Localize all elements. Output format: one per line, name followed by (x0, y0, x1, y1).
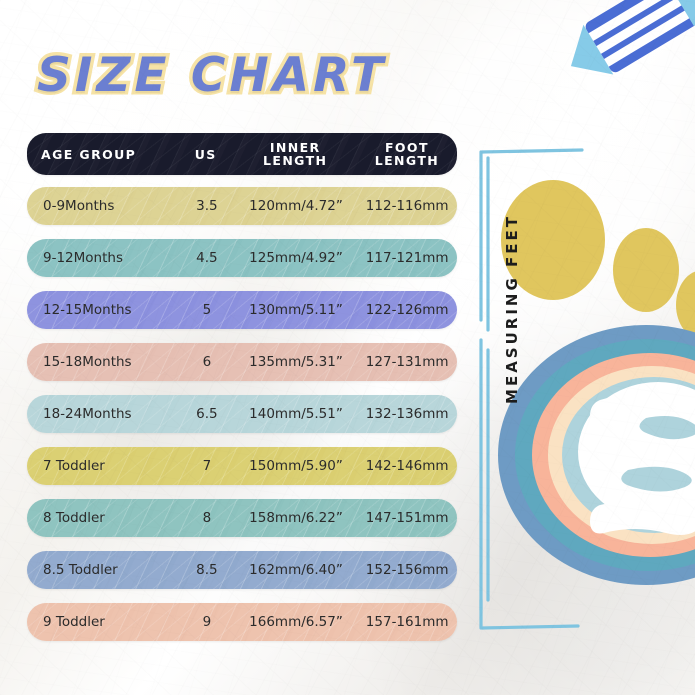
cell-foot-length: 112-116mm (365, 198, 449, 214)
cell-inner-length: 135mm/5.31” (249, 354, 343, 370)
column-header-age-group-line1: AGE GROUP (41, 146, 137, 162)
cell-us-size: 4.5 (196, 250, 218, 266)
cell-age-group: 12-15Months (43, 302, 132, 318)
cell-us-size: 6.5 (196, 406, 218, 422)
toe-circle-2 (613, 228, 679, 312)
table-row: 18-24Months 6.5 140mm/5.51” 132-136mm (27, 395, 457, 433)
cell-inner-length: 162mm/6.40” (249, 562, 343, 578)
cell-foot-length: 142-146mm (365, 458, 449, 474)
foot-toe-notches (621, 416, 695, 492)
cell-inner-length: 140mm/5.51” (249, 406, 343, 422)
column-header-foot-length-line2: LENGTH (374, 153, 440, 168)
cell-inner-length: 130mm/5.11” (249, 302, 343, 318)
cell-age-group: 9 Toddler (43, 614, 105, 630)
cell-age-group: 8 Toddler (43, 510, 105, 526)
cell-us-size: 8.5 (196, 562, 218, 578)
foot-silhouette (578, 382, 695, 535)
cell-us-size: 9 (202, 614, 212, 630)
ruler-bracket-icon (479, 148, 584, 630)
cell-foot-length: 122-126mm (365, 302, 449, 318)
cell-inner-length: 125mm/4.92” (249, 250, 343, 266)
column-header-foot-length: FOOT LENGTH (357, 141, 457, 167)
page-title: SIZE CHART (33, 45, 388, 107)
table-row: 0-9Months 3.5 120mm/4.72” 112-116mm (27, 187, 457, 225)
column-header-age-group: AGE GROUP (27, 148, 178, 161)
table-row: 12-15Months 5 130mm/5.11” 122-126mm (27, 291, 457, 329)
table-row: 9 Toddler 9 166mm/6.57” 157-161mm (27, 603, 457, 641)
cell-age-group: 18-24Months (43, 406, 132, 422)
cell-foot-length: 152-156mm (365, 562, 449, 578)
column-header-us: US (178, 148, 234, 161)
cell-foot-length: 147-151mm (365, 510, 449, 526)
cell-age-group: 0-9Months (43, 198, 115, 214)
measuring-feet-label: MEASURING FEET (503, 214, 521, 404)
toe-circle-3 (676, 271, 695, 339)
cell-us-size: 7 (202, 458, 212, 474)
cell-us-size: 8 (202, 510, 212, 526)
cell-us-size: 3.5 (196, 198, 218, 214)
table-row: 15-18Months 6 135mm/5.31” 127-131mm (27, 343, 457, 381)
column-header-us-line1: US (194, 146, 217, 162)
table-row: 7 Toddler 7 150mm/5.90” 142-146mm (27, 447, 457, 485)
cell-age-group: 9-12Months (43, 250, 123, 266)
column-header-inner-length-line2: LENGTH (263, 153, 328, 168)
cell-age-group: 8.5 Toddler (43, 562, 118, 578)
size-chart-table: AGE GROUP US INNER LENGTH FOOT LENGTH 0-… (27, 133, 457, 655)
cell-us-size: 6 (202, 354, 212, 370)
pencil-icon (570, 0, 695, 75)
table-row: 9-12Months 4.5 125mm/4.92” 117-121mm (27, 239, 457, 277)
cell-foot-length: 157-161mm (365, 614, 449, 630)
table-header-row: AGE GROUP US INNER LENGTH FOOT LENGTH (27, 133, 457, 175)
cell-inner-length: 120mm/4.72” (249, 198, 343, 214)
cell-foot-length: 132-136mm (365, 406, 449, 422)
cell-age-group: 15-18Months (43, 354, 132, 370)
table-row: 8 Toddler 8 158mm/6.22” 147-151mm (27, 499, 457, 537)
cell-inner-length: 150mm/5.90” (249, 458, 343, 474)
table-row: 8.5 Toddler 8.5 162mm/6.40” 152-156mm (27, 551, 457, 589)
measuring-feet-illustration: MEASURING FEET (450, 0, 695, 695)
column-header-foot-length-line1: FOOT (384, 140, 429, 155)
table-body: 0-9Months 3.5 120mm/4.72” 112-116mm 9-12Mont… (27, 187, 457, 641)
column-header-inner-length: INNER LENGTH (234, 141, 357, 167)
column-header-inner-length-line1: INNER (269, 140, 321, 155)
toe-circle-1 (501, 180, 605, 300)
cell-inner-length: 158mm/6.22” (249, 510, 343, 526)
cell-foot-length: 127-131mm (365, 354, 449, 370)
cell-age-group: 7 Toddler (43, 458, 105, 474)
cell-us-size: 5 (202, 302, 212, 318)
cell-foot-length: 117-121mm (365, 250, 449, 266)
cell-inner-length: 166mm/6.57” (249, 614, 343, 630)
illustration-svg (479, 0, 695, 630)
